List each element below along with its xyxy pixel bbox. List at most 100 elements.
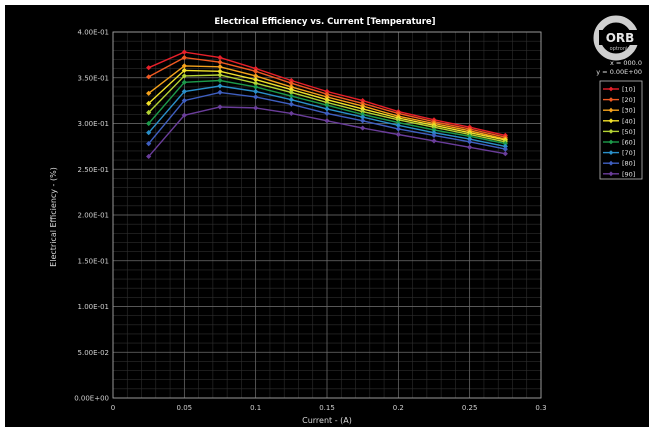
legend-label: [50] <box>622 128 635 136</box>
data-point <box>360 114 366 120</box>
x-axis-label: Current - (A) <box>302 416 352 425</box>
data-point <box>181 73 187 79</box>
axes <box>112 31 542 399</box>
orb-optronix-logo: ORB optronix <box>593 15 641 61</box>
data-point <box>181 67 187 74</box>
legend-item: [40] <box>603 117 635 125</box>
legend-swatch-marker <box>608 107 614 113</box>
data-point <box>324 106 330 112</box>
data-point <box>288 77 294 84</box>
data-point <box>146 65 152 71</box>
legend-label: [80] <box>622 160 635 168</box>
data-point <box>146 141 152 147</box>
legend-swatch-marker <box>608 160 614 166</box>
data-point <box>217 55 223 61</box>
data-point <box>288 80 294 86</box>
data-point <box>324 99 330 106</box>
data-point <box>217 59 223 65</box>
data-point <box>324 88 330 95</box>
legend-item: [70] <box>603 149 635 157</box>
data-point <box>502 146 508 152</box>
data-point <box>502 151 508 157</box>
legend-item: [30] <box>603 107 635 115</box>
x-tick-label: 0.1 <box>250 404 261 412</box>
legend-item: [90] <box>603 170 635 178</box>
data-point <box>431 130 437 136</box>
data-point <box>217 104 223 110</box>
y-axis-label: Electrical Efficiency - (%) <box>49 167 58 267</box>
data-point <box>288 97 294 103</box>
data-point <box>431 132 437 138</box>
data-point <box>146 90 152 96</box>
data-point <box>467 136 473 142</box>
legend-label: [90] <box>622 170 635 178</box>
data-point <box>324 97 330 103</box>
data-point <box>146 130 152 136</box>
legend-label: [10] <box>622 86 635 94</box>
cursor-readout-y: y = 0.00E+00 <box>596 68 642 76</box>
data-point <box>360 118 366 124</box>
data-point <box>324 102 330 108</box>
x-tick-label: 0.2 <box>393 404 404 412</box>
x-tick-label: 0.15 <box>319 404 335 412</box>
data-point <box>288 93 294 99</box>
data-point <box>146 153 152 160</box>
logo-text-top: ORB <box>606 31 635 45</box>
legend-item: [80] <box>603 160 635 168</box>
data-point <box>467 144 473 150</box>
data-point <box>181 88 187 95</box>
y-tick-label: 1.50E-01 <box>78 257 109 265</box>
logo-text-bottom: optronix <box>610 46 631 52</box>
data-point <box>181 79 187 85</box>
y-tick-label: 3.50E-01 <box>78 74 109 82</box>
chart-window: Electrical Efficiency vs. Current [Tempe… <box>5 5 649 427</box>
legend-swatch-marker <box>608 129 614 134</box>
data-point <box>288 101 294 107</box>
series-layer <box>146 49 508 160</box>
legend-item: [50] <box>603 128 635 136</box>
data-point <box>217 68 223 74</box>
data-point <box>502 141 508 147</box>
data-point <box>217 64 223 70</box>
y-tick-label: 5.00E-02 <box>78 349 109 357</box>
data-point <box>431 138 437 144</box>
data-point <box>146 100 152 106</box>
data-point <box>324 91 330 97</box>
data-point <box>324 110 330 117</box>
legend-label: [70] <box>622 149 635 157</box>
data-point <box>360 106 366 112</box>
legend-label: [60] <box>622 139 635 147</box>
data-point <box>217 77 223 84</box>
legend-label: [30] <box>622 107 635 115</box>
legend: [10] [20] [30] [40] [50] [60] [70] [80] [90] <box>599 80 643 180</box>
x-tick-label: 0.3 <box>535 404 546 412</box>
data-point <box>217 83 223 89</box>
plot-area-frame <box>112 31 542 399</box>
data-point <box>395 131 401 138</box>
data-point <box>467 139 473 145</box>
data-point <box>324 118 330 124</box>
data-point <box>181 112 187 118</box>
series-90 <box>146 104 508 160</box>
y-tick-label: 2.00E-01 <box>78 212 109 220</box>
chart-svg: Electrical Efficiency vs. Current [Tempe… <box>5 5 649 427</box>
data-point <box>181 63 187 69</box>
data-point <box>360 100 366 106</box>
data-point <box>217 72 223 78</box>
data-point <box>467 133 473 139</box>
data-point <box>360 103 366 109</box>
legend-item: [60] <box>603 139 635 147</box>
x-tick-label: 0 <box>111 404 115 412</box>
legend-swatch-marker <box>608 118 614 124</box>
chart-title: Electrical Efficiency vs. Current [Tempe… <box>214 17 435 27</box>
legend-item: [20] <box>603 96 635 104</box>
data-point <box>431 127 437 133</box>
grid <box>112 31 542 399</box>
data-point <box>288 84 294 90</box>
data-point <box>431 124 437 130</box>
data-point <box>360 111 366 117</box>
data-point <box>395 122 401 128</box>
y-tick-label: 1.00E-01 <box>78 303 109 311</box>
y-tick-label: 4.00E-01 <box>78 29 109 37</box>
data-point <box>502 143 508 149</box>
